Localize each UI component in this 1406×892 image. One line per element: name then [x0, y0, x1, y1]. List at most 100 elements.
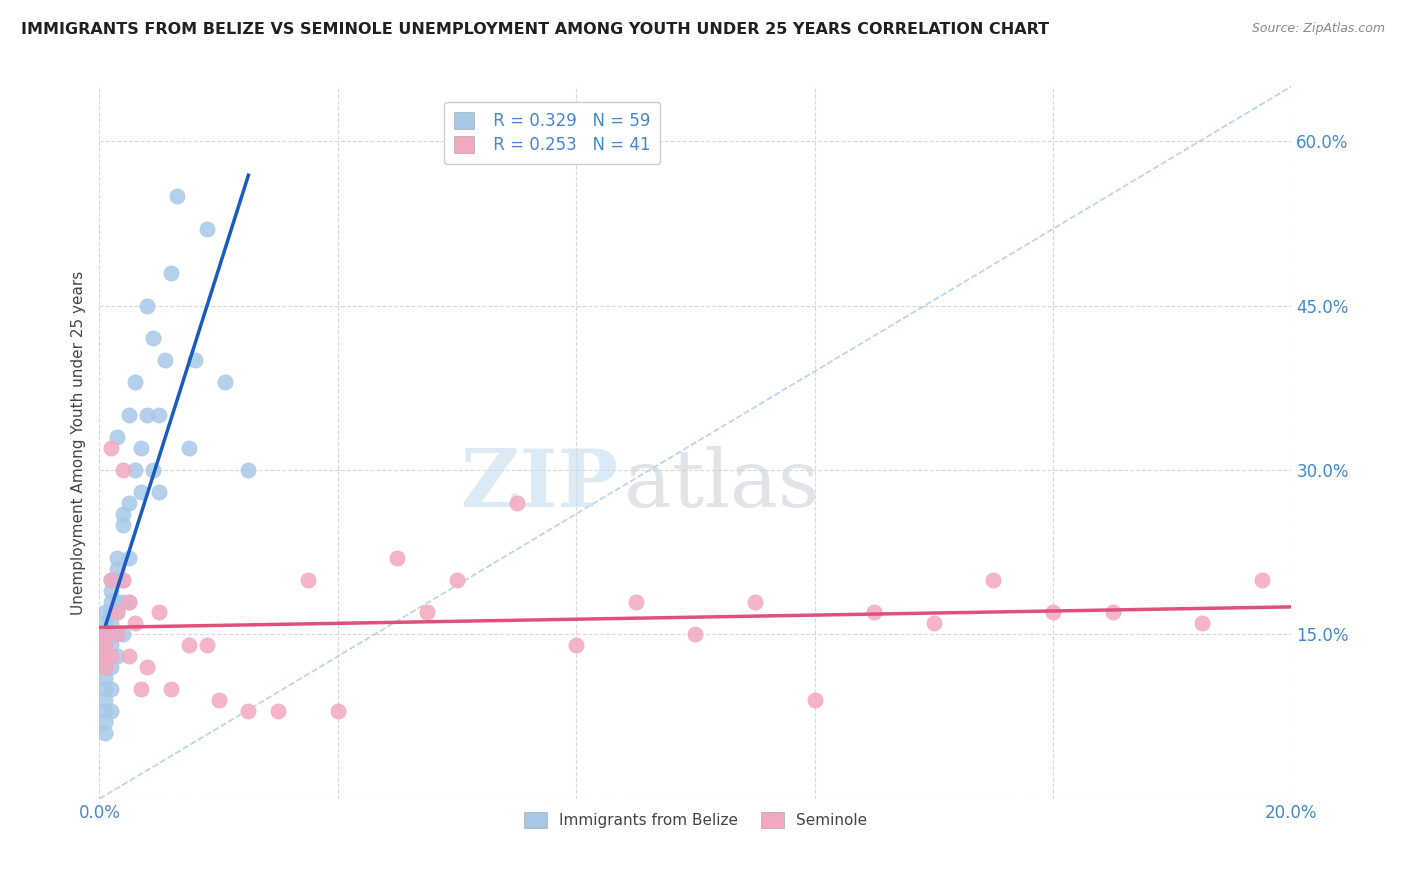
Point: [118, 649, 141, 664]
Point: [94, 639, 117, 653]
Point: [94, 649, 117, 664]
Point: [100, 627, 122, 641]
Point: [744, 594, 766, 608]
Point: [112, 507, 135, 521]
Point: [100, 682, 122, 697]
Point: [105, 594, 128, 608]
Point: [1250, 573, 1272, 587]
Point: [105, 550, 128, 565]
Point: [129, 682, 152, 697]
Point: [177, 639, 200, 653]
Point: [112, 463, 135, 477]
Point: [105, 627, 128, 641]
Point: [105, 561, 128, 575]
Point: [94, 704, 117, 718]
Point: [148, 484, 170, 499]
Point: [100, 704, 122, 718]
Point: [94, 660, 117, 674]
Point: [100, 649, 122, 664]
Y-axis label: Unemployment Among Youth under 25 years: Unemployment Among Youth under 25 years: [72, 270, 86, 615]
Text: ZIP: ZIP: [461, 446, 619, 524]
Point: [1101, 606, 1123, 620]
Point: [160, 266, 183, 280]
Point: [142, 463, 165, 477]
Point: [446, 573, 468, 587]
Point: [387, 550, 409, 565]
Point: [124, 376, 146, 390]
Point: [863, 606, 886, 620]
Point: [94, 616, 117, 631]
Point: [184, 353, 207, 368]
Point: [94, 726, 117, 740]
Point: [94, 682, 117, 697]
Point: [238, 704, 260, 718]
Point: [94, 671, 117, 685]
Text: atlas: atlas: [624, 446, 820, 524]
Point: [565, 639, 588, 653]
Point: [129, 484, 152, 499]
Point: [94, 649, 117, 664]
Point: [803, 693, 825, 707]
Point: [118, 550, 141, 565]
Point: [685, 627, 707, 641]
Point: [124, 616, 146, 631]
Point: [326, 704, 349, 718]
Point: [214, 376, 236, 390]
Point: [105, 606, 128, 620]
Point: [153, 353, 176, 368]
Point: [105, 430, 128, 444]
Point: [118, 496, 141, 510]
Point: [297, 573, 319, 587]
Point: [100, 594, 122, 608]
Point: [238, 463, 260, 477]
Point: [136, 408, 159, 422]
Point: [94, 627, 117, 641]
Point: [166, 189, 188, 203]
Point: [136, 299, 159, 313]
Point: [94, 660, 117, 674]
Point: [112, 573, 135, 587]
Point: [100, 660, 122, 674]
Point: [118, 408, 141, 422]
Point: [624, 594, 647, 608]
Point: [100, 441, 122, 455]
Point: [94, 606, 117, 620]
Point: [94, 639, 117, 653]
Point: [94, 627, 117, 641]
Point: [1042, 606, 1064, 620]
Text: IMMIGRANTS FROM BELIZE VS SEMINOLE UNEMPLOYMENT AMONG YOUTH UNDER 25 YEARS CORRE: IMMIGRANTS FROM BELIZE VS SEMINOLE UNEMP…: [21, 22, 1049, 37]
Point: [267, 704, 290, 718]
Point: [94, 693, 117, 707]
Point: [105, 649, 128, 664]
Point: [136, 660, 159, 674]
Point: [94, 627, 117, 641]
Point: [112, 627, 135, 641]
Point: [105, 606, 128, 620]
Point: [505, 496, 527, 510]
Point: [100, 606, 122, 620]
Point: [983, 573, 1005, 587]
Point: [416, 606, 439, 620]
Point: [177, 441, 200, 455]
Point: [105, 573, 128, 587]
Point: [100, 573, 122, 587]
Point: [94, 715, 117, 730]
Point: [94, 639, 117, 653]
Point: [112, 594, 135, 608]
Point: [129, 441, 152, 455]
Point: [195, 639, 218, 653]
Point: [124, 463, 146, 477]
Point: [195, 222, 218, 236]
Point: [208, 693, 231, 707]
Point: [1191, 616, 1213, 631]
Point: [148, 606, 170, 620]
Point: [100, 583, 122, 598]
Legend: Immigrants from Belize, Seminole: Immigrants from Belize, Seminole: [517, 805, 873, 834]
Point: [148, 408, 170, 422]
Point: [100, 639, 122, 653]
Point: [118, 594, 141, 608]
Text: Source: ZipAtlas.com: Source: ZipAtlas.com: [1251, 22, 1385, 36]
Point: [160, 682, 183, 697]
Point: [118, 594, 141, 608]
Point: [922, 616, 945, 631]
